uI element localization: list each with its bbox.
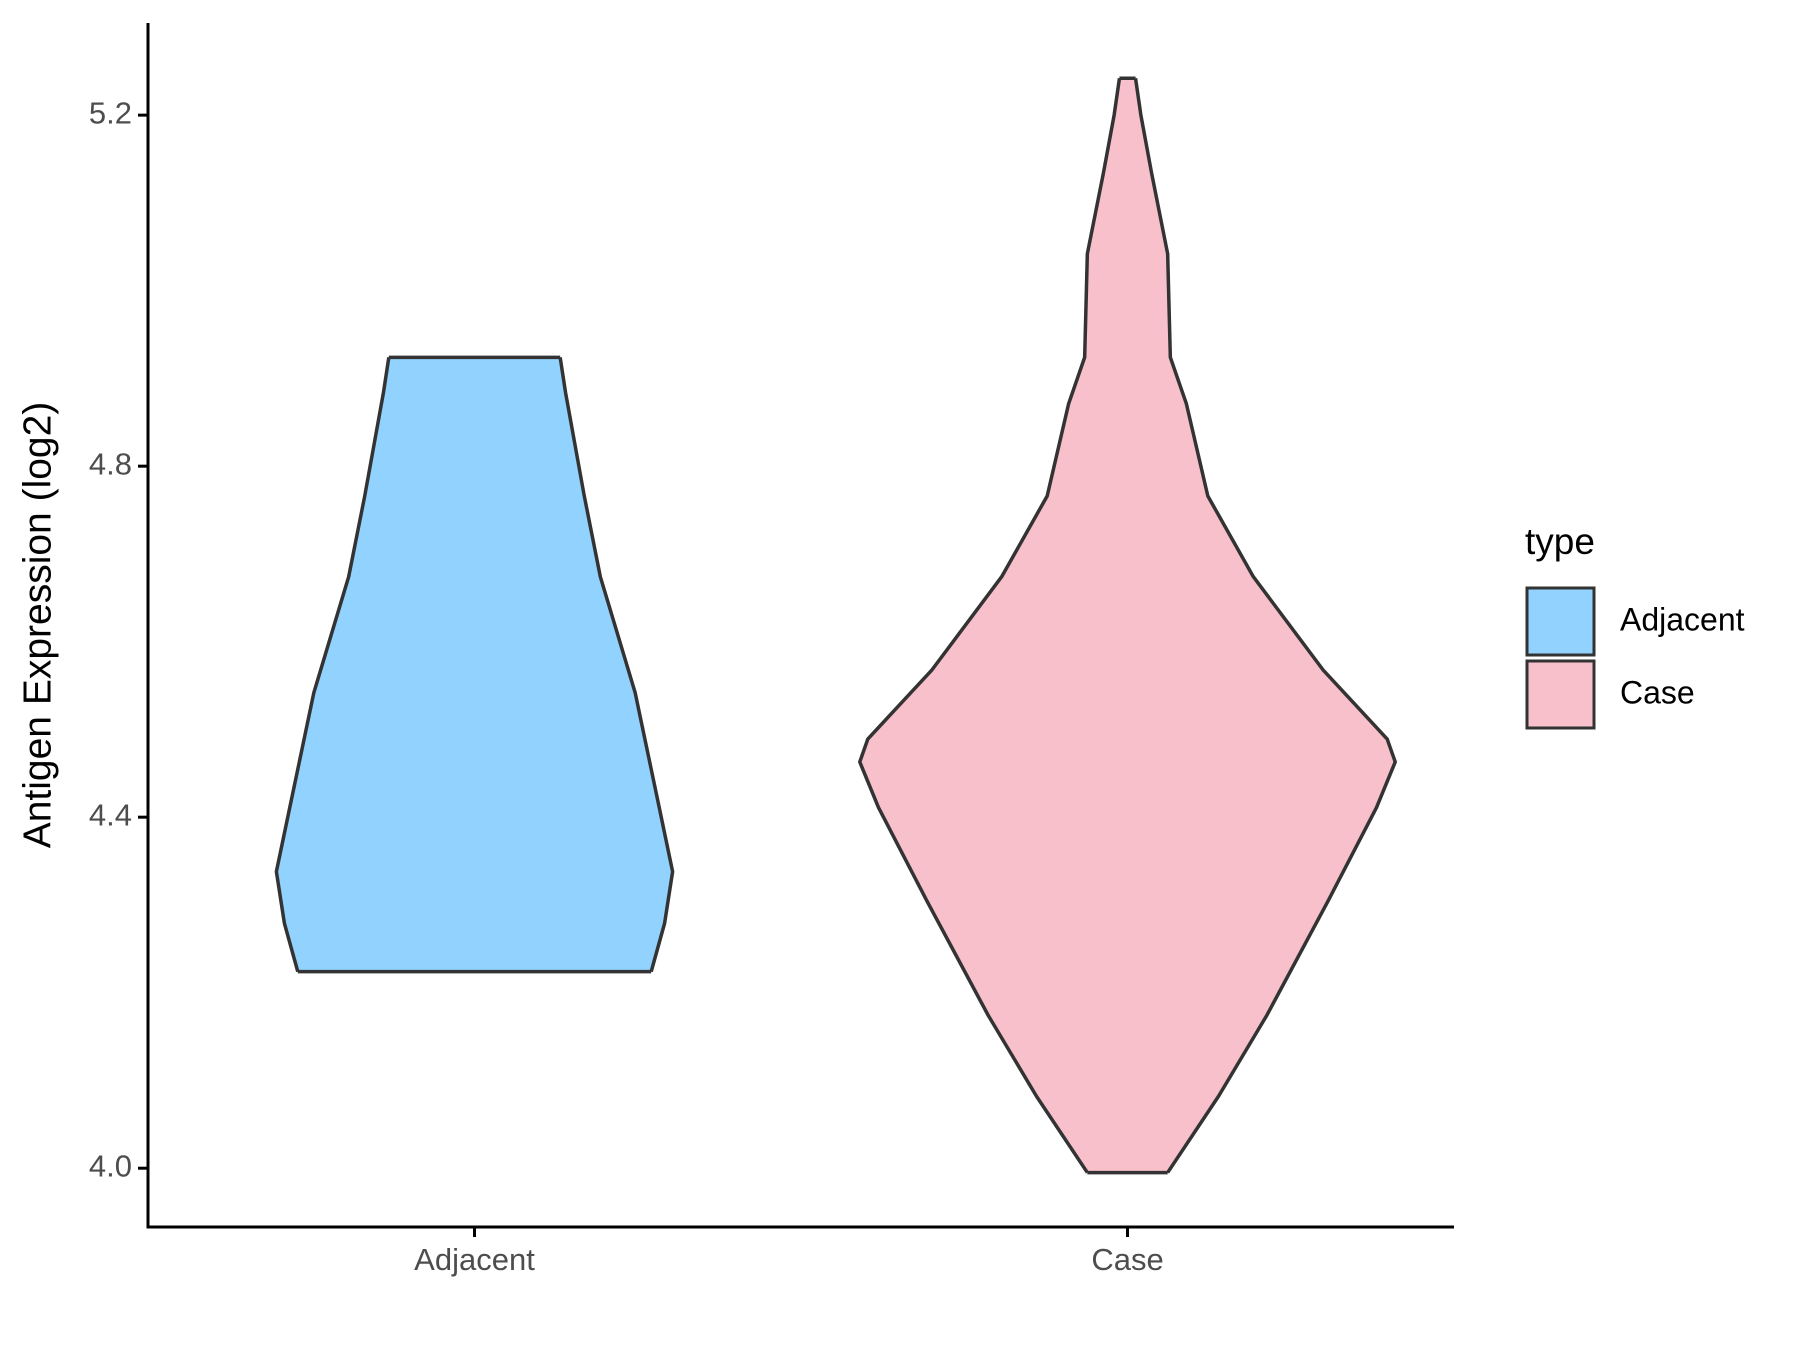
- y-axis-title: Antigen Expression (log2): [16, 402, 59, 849]
- violin-fill: [859, 77, 1128, 1174]
- legend-label: Adjacent: [1620, 601, 1745, 637]
- y-tick-label: 5.2: [89, 95, 132, 130]
- x-tick-label: Case: [1091, 1242, 1163, 1277]
- violin-fill: [1127, 77, 1396, 1174]
- violin-fill: [275, 356, 475, 973]
- legend-key: [1525, 586, 1596, 657]
- y-tick-label: 4.8: [89, 446, 132, 481]
- legend-key: [1525, 659, 1596, 730]
- legend-title: type: [1525, 521, 1595, 562]
- y-tick-label: 4.0: [89, 1148, 132, 1183]
- violin-outline: [558, 357, 675, 973]
- violin-outline: [274, 357, 391, 973]
- x-tick-label: Adjacent: [414, 1242, 535, 1277]
- violin-outline: [1133, 78, 1397, 1174]
- violin-fill: [474, 356, 674, 973]
- violin-outline: [858, 78, 1122, 1174]
- legend-label: Case: [1620, 674, 1695, 710]
- y-tick-label: 4.4: [89, 797, 132, 832]
